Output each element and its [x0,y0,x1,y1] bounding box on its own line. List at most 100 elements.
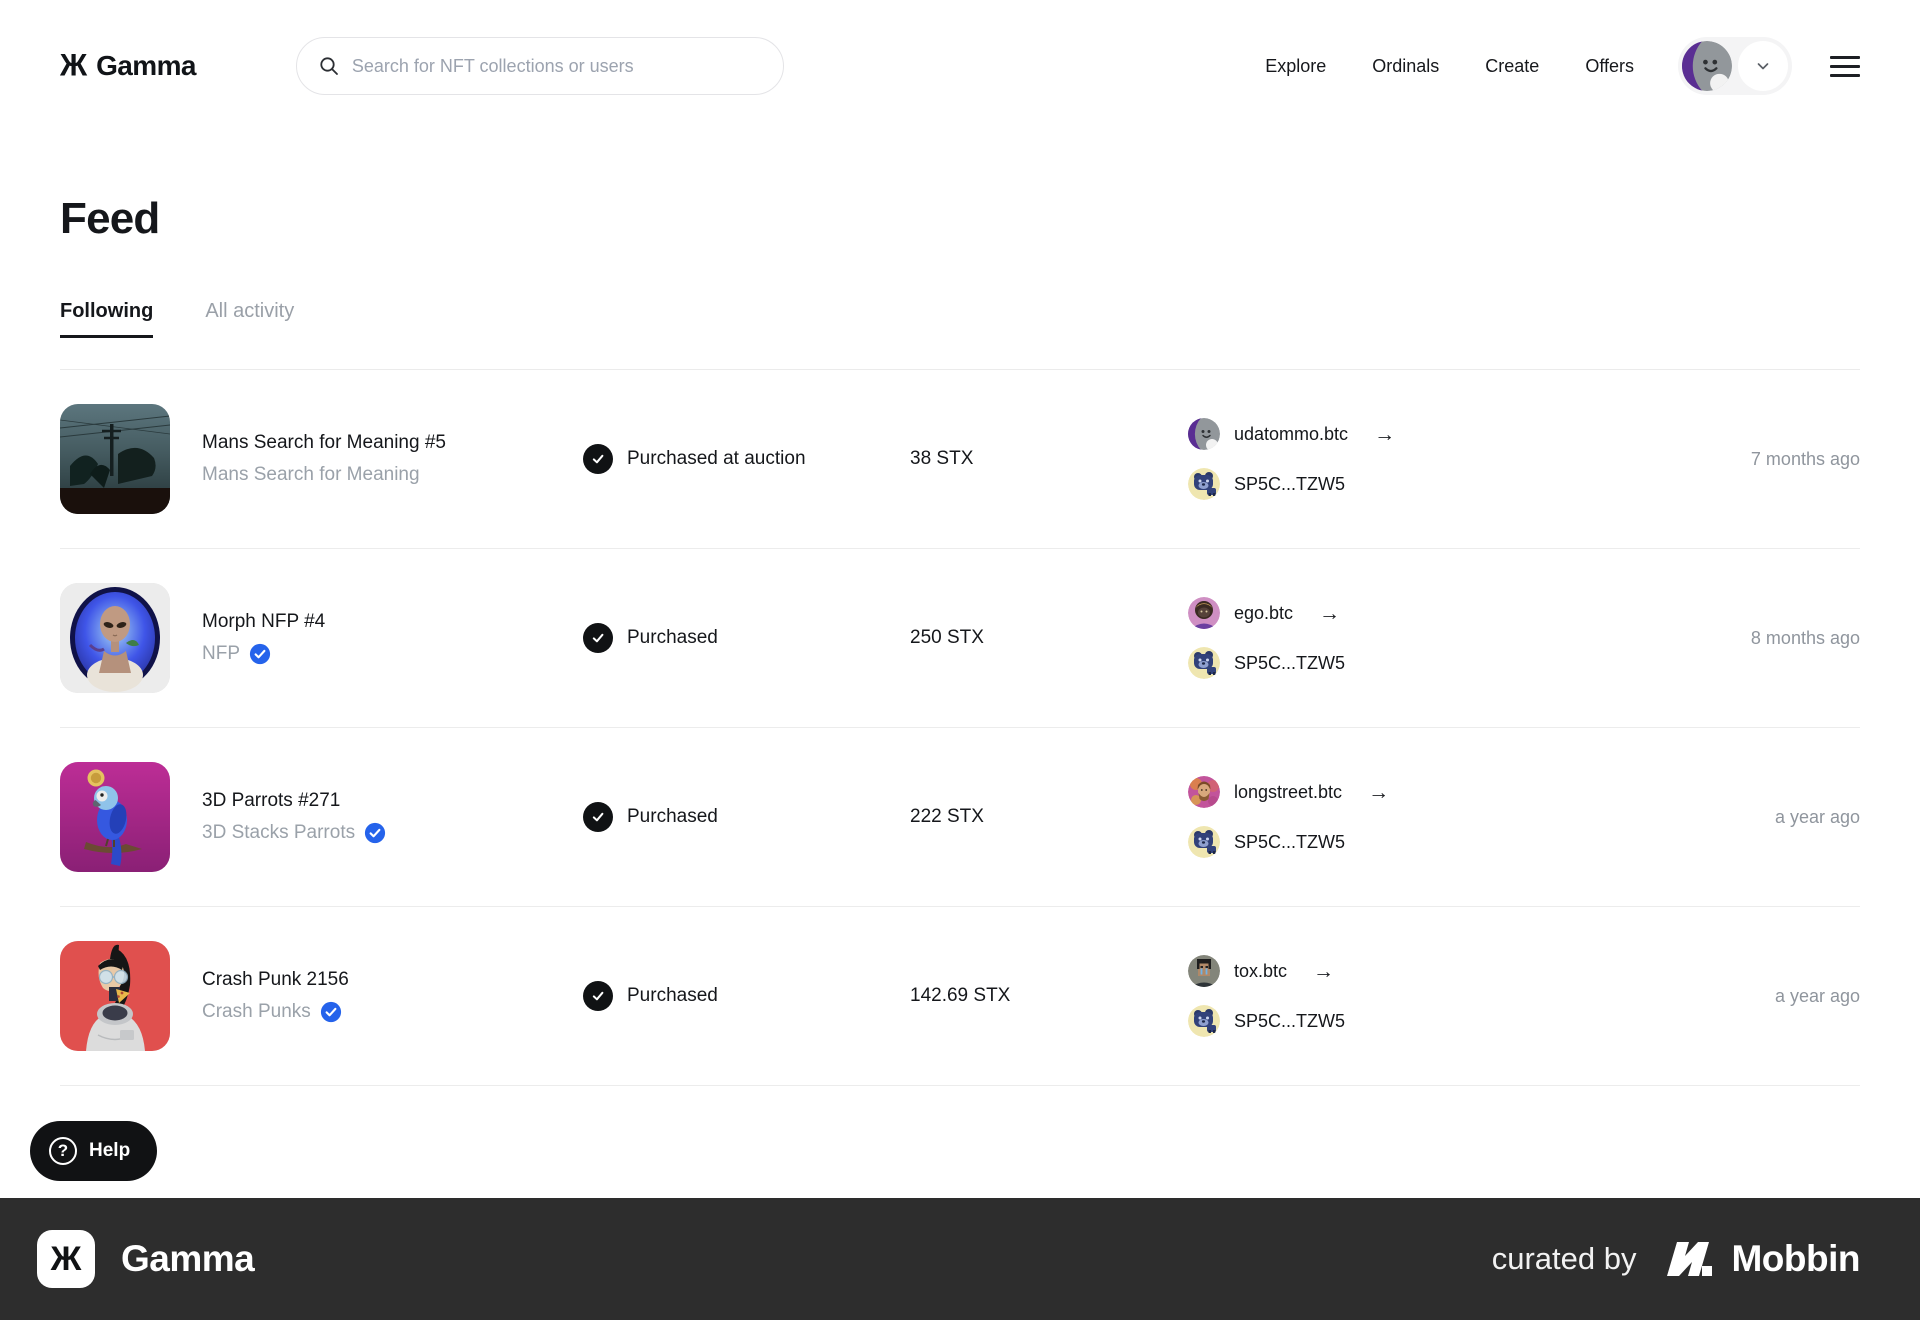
feed-row: Crash Punk 2156 Crash Punks Purchased 14… [60,907,1860,1086]
chevron-down-icon [1738,41,1788,91]
search-input[interactable] [351,55,761,77]
timestamp: a year ago [1774,985,1860,1006]
seller-avatar[interactable] [1188,826,1220,858]
status-label: Purchased at auction [627,448,806,469]
avatar [1682,41,1732,91]
transaction-parties: ego.btc → SP5C...TZW5 [1188,597,1560,679]
verified-check-icon [365,822,386,844]
nav-ordinals[interactable]: Ordinals [1372,55,1440,76]
feed-row: Mans Search for Meaning #5 Mans Search f… [60,370,1860,549]
status-label: Purchased [627,627,718,648]
header: Ж Gamma Explore Ordinals Create Offers [0,0,1920,132]
search-bar[interactable] [295,37,784,95]
seller-name[interactable]: SP5C...TZW5 [1234,652,1346,673]
collection-name: Mans Search for Meaning [202,464,420,485]
question-icon: ? [49,1137,77,1165]
seller-line: SP5C...TZW5 [1188,647,1560,679]
mobbin-logo[interactable]: Mobbin [1664,1238,1860,1280]
nav-create[interactable]: Create [1485,55,1540,76]
gamma-logo-icon: Ж [60,48,88,83]
arrow-right-icon[interactable]: → [1368,780,1390,804]
collection-link[interactable]: Mans Search for Meaning [202,464,583,486]
menu-icon[interactable] [1830,50,1860,83]
activity-status: Purchased [583,623,910,653]
collection-name: 3D Stacks Parrots [202,822,356,843]
gamma-logo-text: Gamma [96,50,196,81]
tab-all-activity[interactable]: All activity [205,300,295,322]
check-icon [583,444,613,474]
buyer-name[interactable]: longstreet.btc [1234,781,1343,802]
help-label: Help [89,1140,131,1161]
timestamp: a year ago [1774,806,1860,827]
tab-following[interactable]: Following [60,300,154,338]
curated-by: curated by Mobbin [1491,1238,1861,1280]
status-label: Purchased [627,985,718,1006]
buyer-avatar[interactable] [1188,776,1220,808]
nft-title[interactable]: Crash Punk 2156 [202,969,349,990]
seller-line: SP5C...TZW5 [1188,468,1560,500]
page-title: Feed [60,194,160,243]
seller-avatar[interactable] [1188,468,1220,500]
buyer-line: ego.btc → [1188,597,1560,629]
account-menu-button[interactable] [1678,37,1792,95]
buyer-line: longstreet.btc → [1188,776,1560,808]
gamma-logo[interactable]: Ж Gamma [60,50,196,82]
curated-by-label: curated by [1491,1241,1637,1276]
collection-link[interactable]: NFP [202,643,583,665]
price: 222 STX [910,806,984,827]
timestamp: 8 months ago [1750,627,1860,648]
collection-name: NFP [202,643,240,664]
check-icon [583,623,613,653]
buyer-line: tox.btc → [1188,955,1560,987]
nft-thumbnail[interactable] [60,583,170,693]
nft-thumbnail[interactable] [60,404,170,514]
seller-name[interactable]: SP5C...TZW5 [1234,1010,1346,1031]
arrow-right-icon[interactable]: → [1374,422,1396,446]
status-label: Purchased [627,806,718,827]
check-icon [583,981,613,1011]
buyer-avatar[interactable] [1188,597,1220,629]
arrow-right-icon[interactable]: → [1313,959,1335,983]
check-icon [583,802,613,832]
price: 38 STX [910,448,974,469]
buyer-name[interactable]: udatommo.btc [1234,423,1349,444]
feed-row: Morph NFP #4 NFP Purchased 250 STX [60,549,1860,728]
gamma-footer-logo-icon[interactable]: Ж [37,1230,95,1288]
transaction-parties: tox.btc → SP5C...TZW5 [1188,955,1560,1037]
help-button[interactable]: ? Help [30,1121,158,1181]
feed-row: 3D Parrots #271 3D Stacks Parrots Purcha… [60,728,1860,907]
buyer-name[interactable]: tox.btc [1234,960,1288,981]
nft-thumbnail[interactable] [60,941,170,1051]
timestamp: 7 months ago [1750,448,1860,469]
activity-status: Purchased at auction [583,444,910,474]
main-nav: Explore Ordinals Create Offers [1265,56,1634,77]
gamma-footer-brand: Gamma [121,1238,255,1279]
seller-line: SP5C...TZW5 [1188,826,1560,858]
seller-avatar[interactable] [1188,647,1220,679]
mobbin-m-icon [1667,1242,1713,1276]
seller-avatar[interactable] [1188,1005,1220,1037]
buyer-name[interactable]: ego.btc [1234,602,1294,623]
buyer-avatar[interactable] [1188,418,1220,450]
seller-name[interactable]: SP5C...TZW5 [1234,473,1346,494]
price: 142.69 STX [910,985,1011,1006]
price: 250 STX [910,627,984,648]
activity-status: Purchased [583,981,910,1011]
collection-link[interactable]: Crash Punks [202,1001,583,1023]
nft-title[interactable]: Mans Search for Meaning #5 [202,432,446,453]
search-icon [320,57,338,75]
seller-name[interactable]: SP5C...TZW5 [1234,831,1346,852]
nav-offers[interactable]: Offers [1585,55,1634,76]
nft-title[interactable]: Morph NFP #4 [202,611,326,632]
nft-thumbnail[interactable] [60,762,170,872]
nft-title[interactable]: 3D Parrots #271 [202,790,341,811]
buyer-line: udatommo.btc → [1188,418,1560,450]
collection-name: Crash Punks [202,1001,311,1022]
buyer-avatar[interactable] [1188,955,1220,987]
transaction-parties: udatommo.btc → SP5C...TZW5 [1188,418,1560,500]
nav-explore[interactable]: Explore [1265,55,1327,76]
verified-check-icon [320,1001,341,1023]
arrow-right-icon[interactable]: → [1319,601,1341,625]
verified-check-icon [249,643,271,665]
collection-link[interactable]: 3D Stacks Parrots [202,822,583,844]
